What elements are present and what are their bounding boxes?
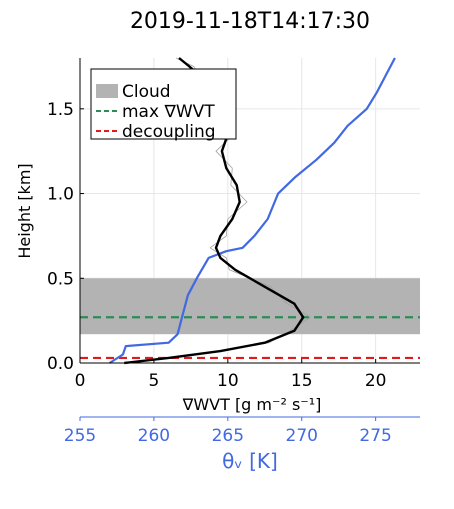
x2-tick-label: 255: [64, 426, 96, 446]
legend-box: [90, 68, 237, 140]
x2-tick-label: 265: [212, 426, 244, 446]
y-tick-label: 0.0: [47, 354, 74, 374]
x2-axis-label: θᵥ [K]: [222, 449, 278, 473]
x-tick-label: 0: [75, 371, 86, 391]
x-tick-label: 5: [148, 371, 159, 391]
y-axis-label: Height [km]: [15, 163, 34, 258]
legend-label-max-wvt: max ∇WVT: [122, 102, 215, 122]
x2-tick-label: 270: [286, 426, 318, 446]
reference-lines: [80, 316, 420, 360]
x-tick-label: 20: [365, 371, 387, 391]
y-tick-label: 1.0: [47, 185, 74, 205]
legend-label-cloud: Cloud: [122, 82, 171, 102]
legend-swatch-cloud: [96, 84, 118, 98]
x-tick-label: 15: [291, 371, 313, 391]
legend-label-decoupling: decoupling: [122, 122, 216, 142]
x2-tick-label: 260: [138, 426, 170, 446]
x2-tick-label: 275: [359, 426, 391, 446]
cloud-layer: [80, 278, 420, 335]
chart-title: 2019-11-18T14:17:30: [130, 9, 370, 34]
legend: Cloud max ∇WVT decoupling: [90, 68, 237, 142]
y-tick-label: 0.5: [47, 269, 74, 289]
x-axis-label: ∇WVT [g m⁻² s⁻¹]: [182, 395, 322, 414]
theta-v-line: [109, 57, 396, 364]
cloud-band: [80, 278, 420, 335]
axis-ticks: 0 5 10 15 20 0.0 0.5 1.0 1.5 255 260 265 270 275: [47, 100, 392, 446]
y-tick-label: 1.5: [47, 100, 74, 120]
x-tick-label: 10: [217, 371, 239, 391]
